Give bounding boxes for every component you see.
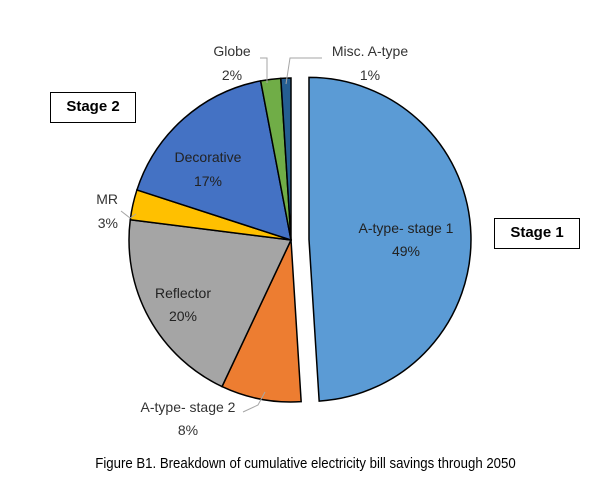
slice-label-value: 1% bbox=[360, 67, 380, 83]
pie-slice-decorative bbox=[135, 79, 292, 242]
slice-label-name: MR bbox=[96, 191, 118, 207]
slice-label-name: Globe bbox=[213, 43, 251, 59]
slice-label-value: 8% bbox=[178, 422, 198, 438]
figure-caption: Figure B1. Breakdown of cumulative elect… bbox=[95, 455, 516, 472]
leader-line bbox=[120, 210, 137, 219]
leader-line bbox=[285, 57, 322, 85]
stage-2-callout: Stage 2 bbox=[50, 92, 136, 123]
slice-label-name: Decorative bbox=[175, 149, 242, 165]
slice-label-value: 2% bbox=[222, 67, 242, 83]
slice-label-value: 17% bbox=[194, 173, 222, 189]
slice-label-name: A-type- stage 2 bbox=[141, 399, 236, 415]
pie-slice-misc-a-type bbox=[280, 77, 292, 241]
slice-label-value: 20% bbox=[169, 308, 197, 324]
pie-slice-reflector bbox=[128, 218, 293, 388]
pie-chart: A-type- stage 1 49% A-type- stage 2 8% Refle… bbox=[96, 43, 472, 438]
stage-1-callout: Stage 1 bbox=[494, 218, 580, 249]
leader-line bbox=[242, 391, 266, 413]
slice-label-value: 3% bbox=[98, 215, 118, 231]
pie-slice-a-type-stage-1 bbox=[308, 76, 472, 402]
slice-label-value: 49% bbox=[392, 243, 420, 259]
slice-label-name: A-type- stage 1 bbox=[359, 220, 454, 236]
slice-label-name: Misc. A-type bbox=[332, 43, 408, 59]
leader-line bbox=[260, 57, 268, 83]
slice-label-name: Reflector bbox=[155, 285, 211, 301]
